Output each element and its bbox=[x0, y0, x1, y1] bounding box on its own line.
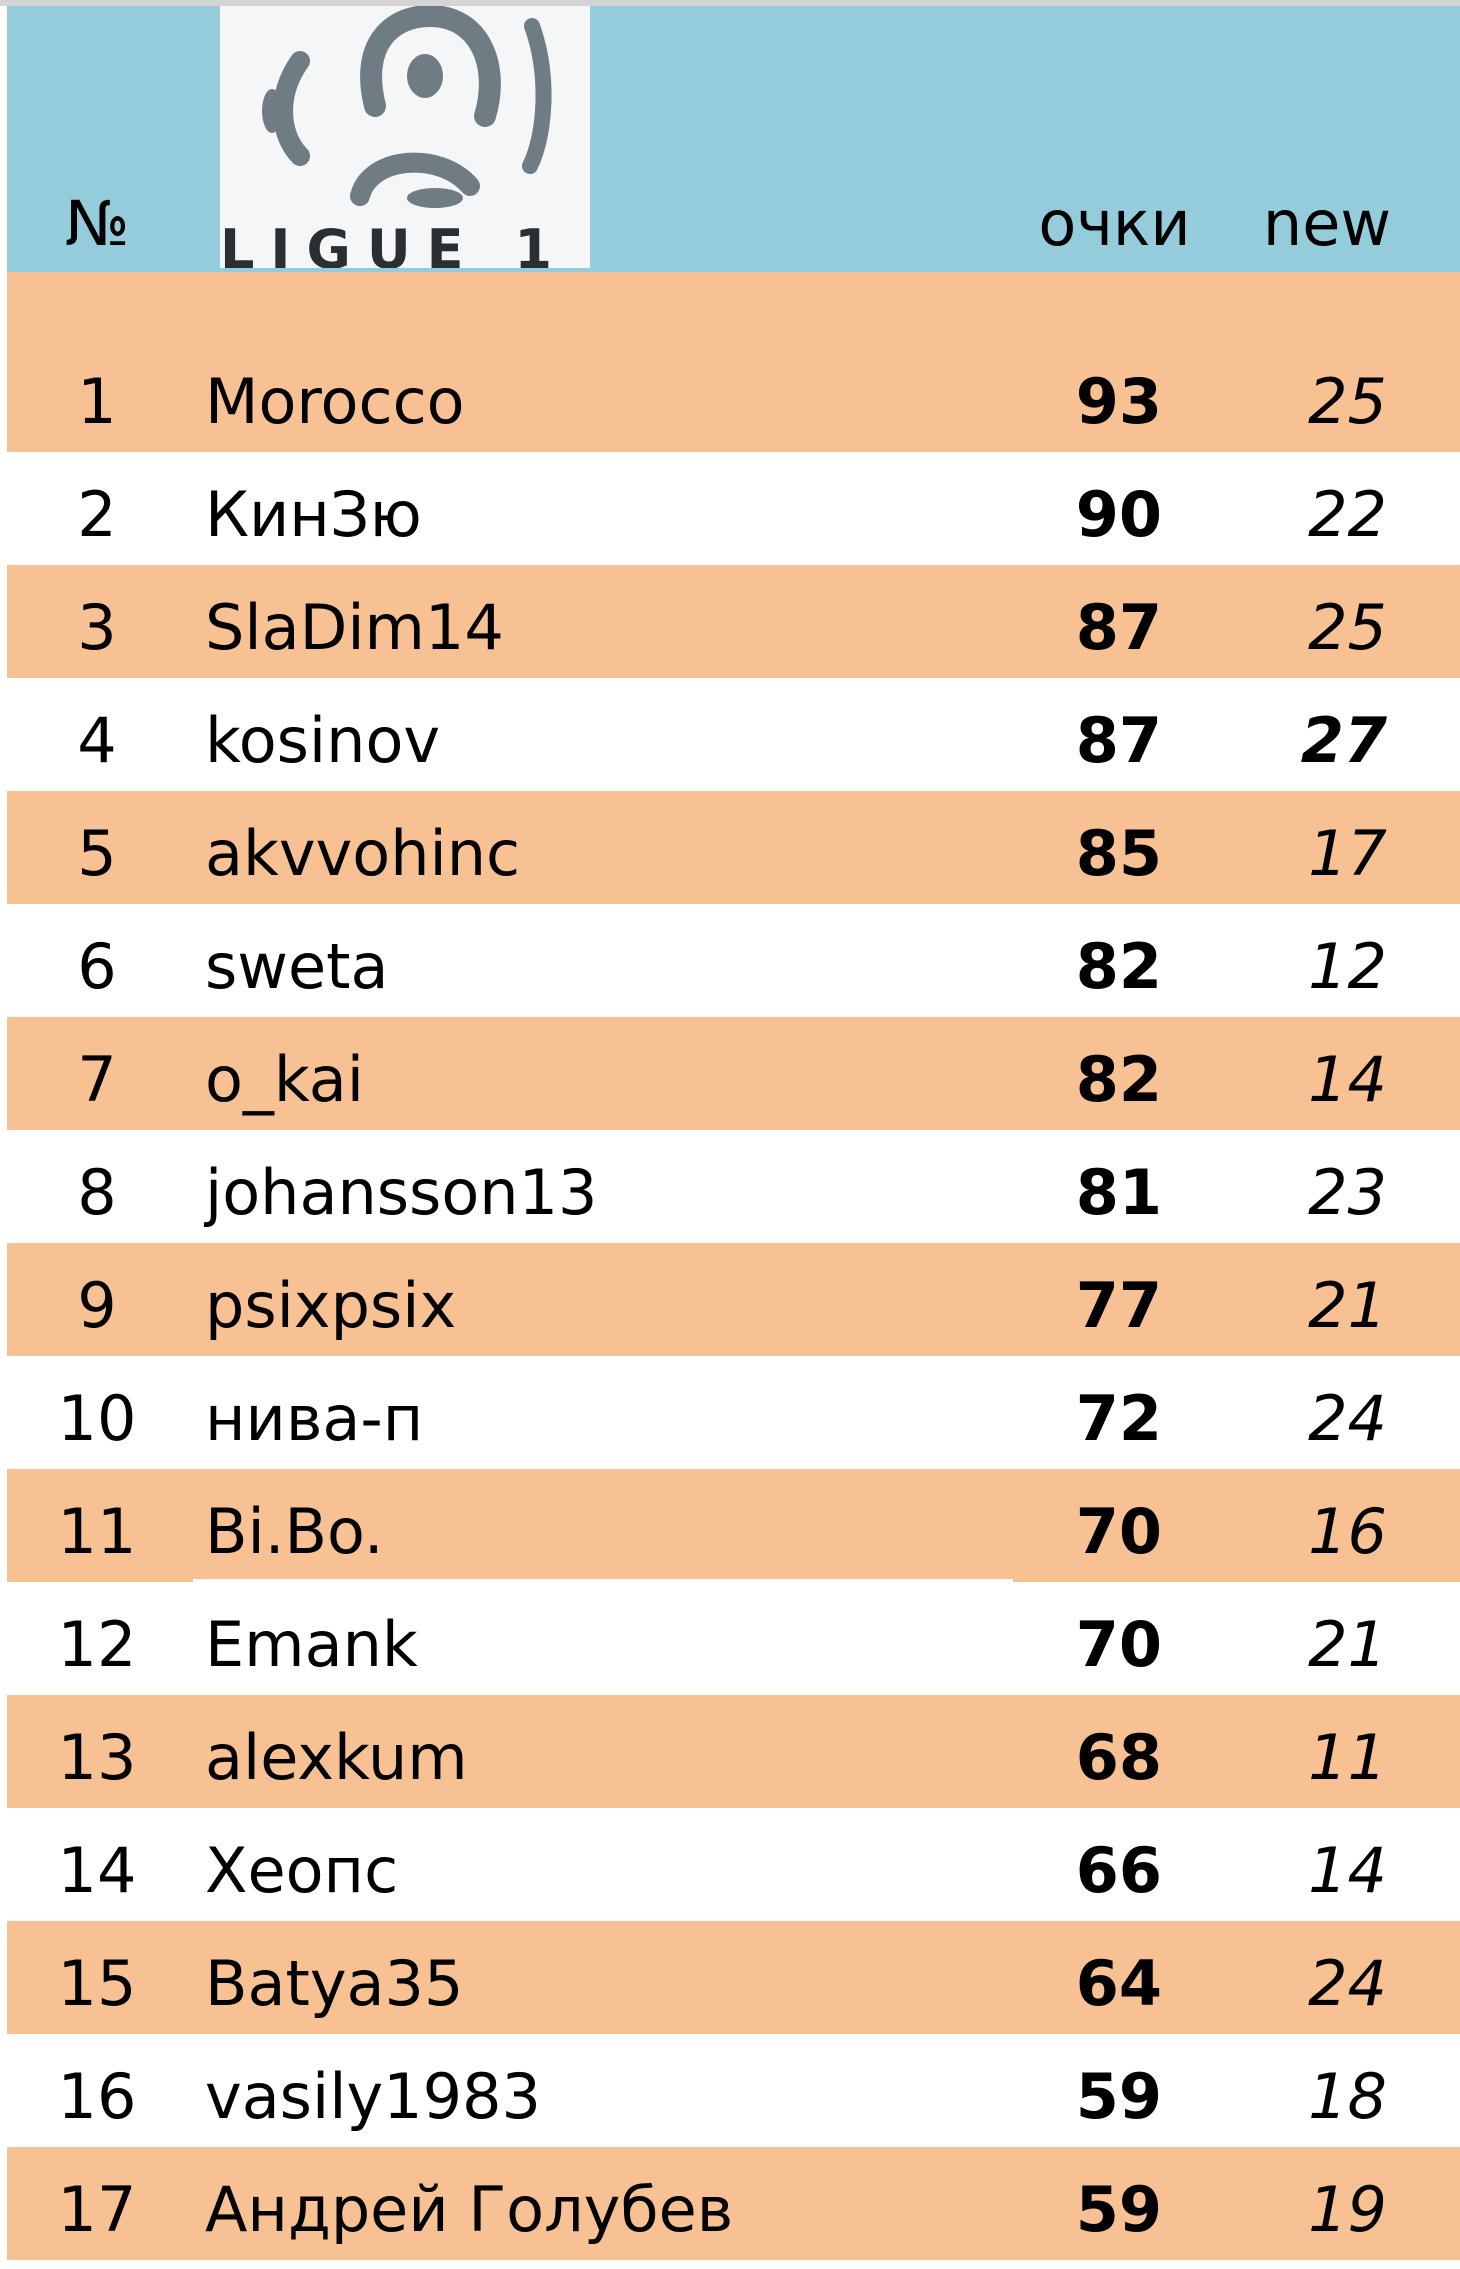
rank-cell: 10 bbox=[57, 1382, 137, 1455]
table-row: 17 Андрей Голубев 59 19 bbox=[7, 2147, 1460, 2260]
table-row: 15 Batya35 64 24 bbox=[7, 1921, 1460, 2034]
new-cell: 18 bbox=[1308, 2060, 1387, 2133]
points-cell: 70 bbox=[1075, 1608, 1162, 1681]
new-cell: 24 bbox=[1308, 1947, 1387, 2020]
table-row: 8 johansson13 81 23 bbox=[7, 1130, 1460, 1243]
header-number: № bbox=[65, 187, 130, 260]
rank-cell: 15 bbox=[57, 1947, 137, 2020]
rank-cell: 3 bbox=[77, 591, 117, 664]
name-cell: alexkum bbox=[205, 1721, 468, 1794]
name-cell: SlaDim14 bbox=[205, 591, 504, 664]
name-cell: Emank bbox=[205, 1608, 418, 1681]
new-cell: 14 bbox=[1308, 1834, 1387, 1907]
rank-cell: 4 bbox=[77, 704, 117, 777]
rank-cell: 16 bbox=[57, 2060, 137, 2133]
rank-cell: 2 bbox=[77, 478, 117, 551]
table-row: 13 alexkum 68 11 bbox=[7, 1695, 1460, 1808]
table-row: 7 o_kai 82 14 bbox=[7, 1017, 1460, 1130]
points-cell: 93 bbox=[1075, 365, 1162, 438]
top-border bbox=[0, 0, 1460, 6]
table-row: 10 нива-п 72 24 bbox=[7, 1356, 1460, 1469]
name-cell: akvvohinc bbox=[205, 817, 521, 890]
name-cell: Morocco bbox=[205, 365, 465, 438]
new-cell: 25 bbox=[1308, 365, 1387, 438]
header-new: new bbox=[1262, 187, 1392, 260]
name-cell: sweta bbox=[205, 930, 389, 1003]
header-points: очки bbox=[1038, 187, 1191, 260]
new-cell: 17 bbox=[1308, 817, 1387, 890]
name-cell: Хеопс bbox=[205, 1834, 399, 1907]
new-cell: 16 bbox=[1308, 1495, 1387, 1568]
points-cell: 59 bbox=[1075, 2173, 1162, 2246]
table-row: 1 Morocco 93 25 bbox=[7, 272, 1460, 452]
name-cell: vasily1983 bbox=[205, 2060, 541, 2133]
points-cell: 72 bbox=[1075, 1382, 1162, 1455]
name-cell: johansson13 bbox=[205, 1156, 598, 1229]
points-cell: 81 bbox=[1075, 1156, 1162, 1229]
name-cell: Batya35 bbox=[205, 1947, 464, 2020]
rank-cell: 5 bbox=[77, 817, 117, 890]
table-row: 12 Emank 70 21 bbox=[7, 1582, 1460, 1695]
points-cell: 82 bbox=[1075, 1043, 1162, 1116]
rank-cell: 1 bbox=[77, 365, 117, 438]
table-row: 3 SlaDim14 87 25 bbox=[7, 565, 1460, 678]
new-cell: 25 bbox=[1308, 591, 1387, 664]
points-cell: 90 bbox=[1075, 478, 1162, 551]
table-row: 14 Хеопс 66 14 bbox=[7, 1808, 1460, 1921]
rank-cell: 6 bbox=[77, 930, 117, 1003]
points-cell: 64 bbox=[1075, 1947, 1162, 2020]
new-cell: 21 bbox=[1308, 1269, 1387, 1342]
table-row: 16 vasily1983 59 18 bbox=[7, 2034, 1460, 2147]
ligue1-logo: LIGUE 1 bbox=[220, 4, 590, 281]
rank-cell: 14 bbox=[57, 1834, 137, 1907]
new-cell: 22 bbox=[1308, 478, 1387, 551]
points-cell: 70 bbox=[1075, 1495, 1162, 1568]
new-cell: 23 bbox=[1308, 1156, 1387, 1229]
name-cell: нива-п bbox=[205, 1382, 424, 1455]
rank-cell: 8 bbox=[77, 1156, 117, 1229]
row-gap bbox=[193, 1579, 1013, 1584]
table-row: 11 Bi.Bo. 70 16 bbox=[7, 1469, 1460, 1584]
points-cell: 87 bbox=[1075, 704, 1162, 777]
new-cell: 11 bbox=[1308, 1721, 1387, 1794]
points-cell: 82 bbox=[1075, 930, 1162, 1003]
table-row: 9 psixpsix 77 21 bbox=[7, 1243, 1460, 1356]
table-row: 5 akvvohinc 85 17 bbox=[7, 791, 1460, 904]
name-cell: Bi.Bo. bbox=[205, 1495, 384, 1568]
name-cell: КинЗю bbox=[205, 478, 422, 551]
points-cell: 77 bbox=[1075, 1269, 1162, 1342]
new-cell: 24 bbox=[1308, 1382, 1387, 1455]
points-cell: 66 bbox=[1075, 1834, 1162, 1907]
name-cell: kosinov bbox=[205, 704, 441, 777]
points-cell: 59 bbox=[1075, 2060, 1162, 2133]
new-cell: 27 bbox=[1300, 704, 1387, 777]
rank-cell: 13 bbox=[57, 1721, 137, 1794]
rank-cell: 7 bbox=[77, 1043, 117, 1116]
points-cell: 87 bbox=[1075, 591, 1162, 664]
rank-cell: 12 bbox=[57, 1608, 137, 1681]
points-cell: 85 bbox=[1075, 817, 1162, 890]
name-cell: psixpsix bbox=[205, 1269, 457, 1342]
name-cell: o_kai bbox=[205, 1043, 364, 1116]
name-cell: Андрей Голубев bbox=[205, 2173, 734, 2246]
new-cell: 14 bbox=[1308, 1043, 1387, 1116]
logo-text: LIGUE 1 bbox=[220, 218, 568, 268]
points-cell: 68 bbox=[1075, 1721, 1162, 1794]
rank-cell: 9 bbox=[77, 1269, 117, 1342]
rank-cell: 11 bbox=[57, 1495, 137, 1568]
table-row: 4 kosinov 87 27 bbox=[7, 678, 1460, 791]
table-row: 2 КинЗю 90 22 bbox=[7, 452, 1460, 565]
rank-cell: 17 bbox=[57, 2173, 137, 2246]
new-cell: 21 bbox=[1308, 1608, 1387, 1681]
new-cell: 19 bbox=[1308, 2173, 1387, 2246]
standings-table: 1 Morocco 93 25 2 КинЗю 90 22 3 SlaDim14 87 25 4 kosi… bbox=[7, 272, 1460, 2260]
table-row: 6 sweta 82 12 bbox=[7, 904, 1460, 1017]
new-cell: 12 bbox=[1308, 930, 1387, 1003]
